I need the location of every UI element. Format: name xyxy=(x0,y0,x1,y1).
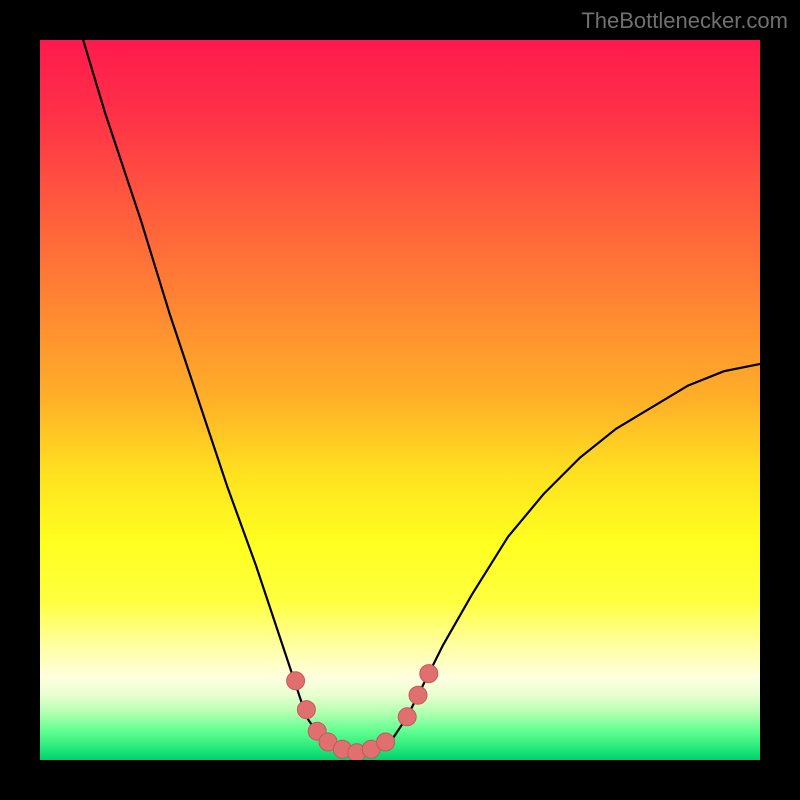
marker-point xyxy=(420,665,438,683)
marker-point xyxy=(297,701,315,719)
marker-point xyxy=(409,686,427,704)
marker-point xyxy=(398,708,416,726)
chart-svg xyxy=(40,40,760,760)
gradient-background xyxy=(40,40,760,760)
marker-point xyxy=(377,733,395,751)
watermark-text: TheBottlenecker.com xyxy=(581,8,788,34)
marker-point xyxy=(287,672,305,690)
plot-area xyxy=(40,40,760,760)
